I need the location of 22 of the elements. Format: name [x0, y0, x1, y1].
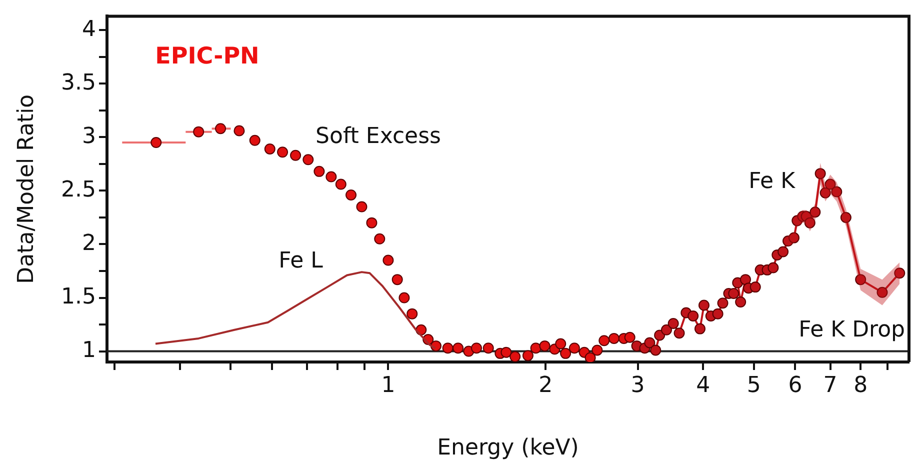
annotation: Fe K — [748, 168, 796, 194]
annotation: EPIC-PN — [155, 44, 260, 70]
x-tick-label: 2 — [538, 372, 553, 398]
x-tick-label: 8 — [854, 372, 868, 398]
y-tick-label: 3.5 — [61, 70, 96, 96]
y-tick-label: 1.5 — [61, 284, 96, 310]
y-tick-label: 1 — [82, 338, 96, 364]
x-tick-label: 3 — [630, 372, 645, 398]
x-tick-label: 7 — [823, 372, 838, 398]
y-tick-label: 3 — [82, 124, 96, 149]
y-tick-label: 2.5 — [61, 177, 96, 202]
y-tick-label: 4 — [82, 16, 96, 42]
annotation: Fe K Drop — [798, 318, 905, 343]
y-tick-label: 2 — [82, 230, 96, 256]
x-tick-label: 5 — [746, 372, 761, 398]
x-axis-title: Energy (keV) — [437, 436, 579, 461]
y-axis-title: Data/Model Ratio — [14, 94, 39, 284]
x-tick-label: 4 — [696, 372, 710, 398]
x-tick-label: 6 — [788, 372, 802, 398]
annotation: Soft Excess — [316, 124, 442, 149]
annotation: Fe L — [278, 248, 324, 274]
x-tick-label: 1 — [381, 372, 396, 398]
